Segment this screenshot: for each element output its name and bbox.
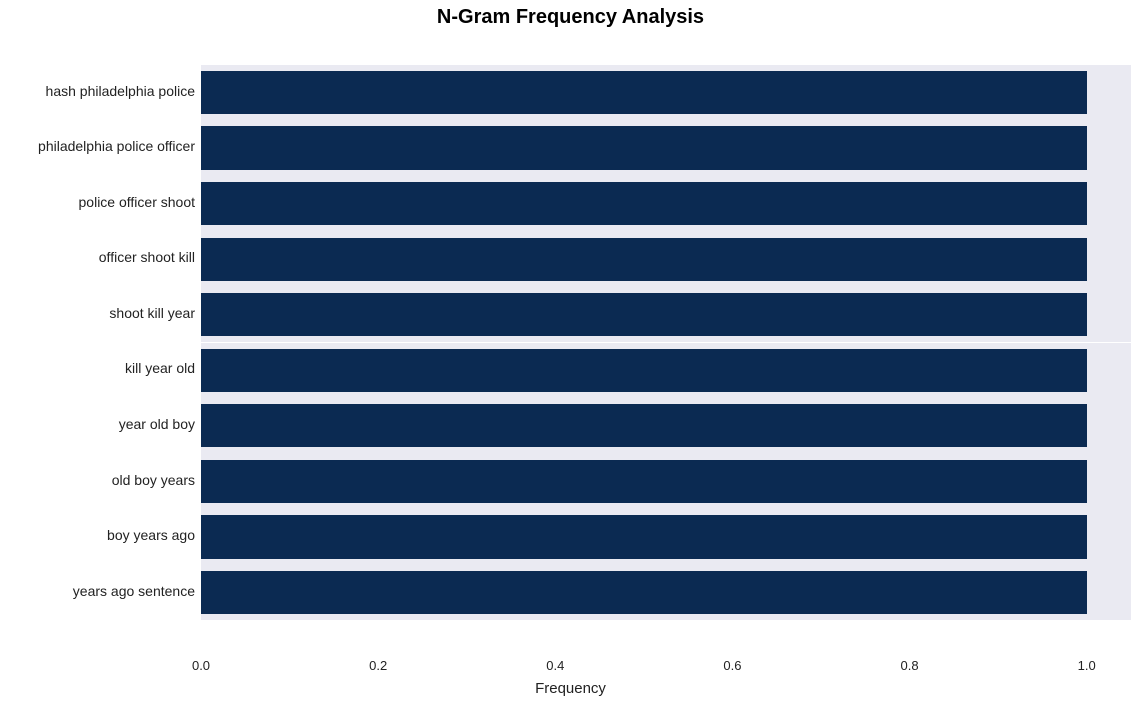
bar bbox=[201, 182, 1087, 225]
x-tick-label: 1.0 bbox=[1078, 658, 1096, 673]
bar bbox=[201, 71, 1087, 114]
y-tick-label: old boy years bbox=[112, 472, 195, 488]
x-tick-label: 0.8 bbox=[901, 658, 919, 673]
x-tick-label: 0.0 bbox=[192, 658, 210, 673]
x-tick-label: 0.2 bbox=[369, 658, 387, 673]
bar bbox=[201, 349, 1087, 392]
bar bbox=[201, 460, 1087, 503]
bar bbox=[201, 293, 1087, 336]
bar bbox=[201, 571, 1087, 614]
plot-area bbox=[201, 34, 1131, 651]
y-tick-label: boy years ago bbox=[107, 527, 195, 543]
bar bbox=[201, 126, 1087, 169]
y-tick-label: philadelphia police officer bbox=[38, 138, 195, 154]
chart-container: N-Gram Frequency Analysis Frequency hash… bbox=[0, 0, 1141, 701]
chart-title: N-Gram Frequency Analysis bbox=[0, 6, 1141, 29]
x-axis-label: Frequency bbox=[0, 680, 1141, 697]
bar bbox=[201, 515, 1087, 558]
bar bbox=[201, 404, 1087, 447]
y-tick-label: hash philadelphia police bbox=[46, 83, 195, 99]
x-tick-label: 0.4 bbox=[546, 658, 564, 673]
x-tick-label: 0.6 bbox=[723, 658, 741, 673]
y-tick-label: year old boy bbox=[119, 416, 195, 432]
bar bbox=[201, 238, 1087, 281]
y-tick-label: years ago sentence bbox=[73, 583, 195, 599]
y-tick-label: officer shoot kill bbox=[99, 249, 195, 265]
y-tick-label: kill year old bbox=[125, 360, 195, 376]
y-tick-label: police officer shoot bbox=[79, 194, 195, 210]
y-tick-label: shoot kill year bbox=[109, 305, 195, 321]
